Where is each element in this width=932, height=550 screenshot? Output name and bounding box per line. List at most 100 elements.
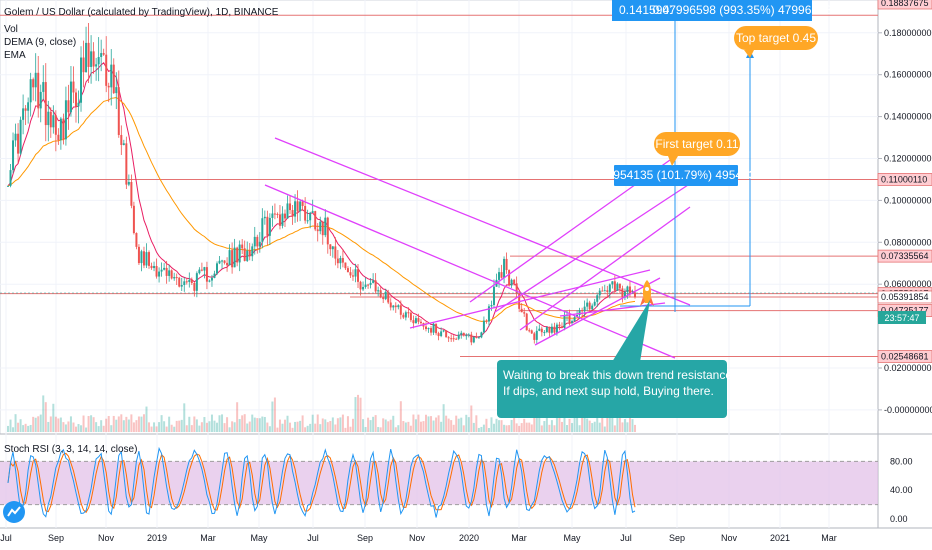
time-tick-label: Sep	[669, 533, 685, 543]
volume-bar	[120, 414, 123, 432]
volume-bar	[178, 420, 181, 432]
candle-body	[125, 143, 128, 185]
volume-bar	[107, 416, 110, 432]
note-line-2: If dips, and next sup hold, Buying there…	[503, 384, 714, 398]
candle-body	[367, 284, 370, 286]
candle-body	[115, 87, 118, 94]
volume-bar	[299, 420, 302, 432]
candle-body	[296, 201, 299, 212]
candle-body	[455, 338, 458, 340]
candle-body	[261, 218, 264, 242]
candle-body	[472, 336, 475, 343]
volume-bar	[538, 416, 541, 432]
volume-bar	[243, 414, 246, 432]
candle-body	[470, 334, 473, 343]
volume-bar	[331, 417, 334, 432]
volume-bar	[132, 422, 135, 432]
vertical-gridlines	[5, 0, 830, 528]
time-tick-label: May	[250, 533, 268, 543]
time-scale[interactable]: Jul Sep Nov 2019 Mar May Jul Sep Nov 2020 Mar May Ju…	[0, 533, 837, 543]
candle-body	[480, 332, 483, 338]
tradingview-logo[interactable]	[3, 501, 25, 523]
candle-body	[543, 332, 546, 334]
volume-bar	[170, 424, 173, 432]
volume-bar	[246, 423, 249, 432]
candle-body	[110, 64, 113, 88]
candles[interactable]	[7, 23, 636, 346]
volume-bar	[228, 427, 231, 432]
candle-body	[586, 302, 589, 307]
candle-body	[588, 302, 591, 310]
top-target-callout[interactable]: Top target 0.45	[734, 26, 818, 58]
countdown-badge: 23:57:47	[878, 311, 926, 324]
candle-body	[183, 281, 186, 286]
volume-bar	[135, 420, 138, 432]
candle-body	[387, 291, 390, 303]
volume-bar	[125, 416, 128, 432]
measure-box-1[interactable]: 0.04954135 (101.79%) 4954135	[590, 165, 762, 186]
volume-bar	[475, 415, 478, 432]
candle-body	[634, 292, 636, 298]
candle-body	[198, 269, 201, 274]
downtrend-resistance-lower[interactable]	[264, 184, 676, 359]
candle-body	[165, 267, 168, 276]
volume-bar	[631, 419, 634, 432]
candle-body	[301, 201, 304, 206]
volume-bar	[628, 415, 631, 432]
candle-body	[331, 246, 334, 250]
rsi-tick-label: 0.00	[890, 514, 908, 524]
volume-bar	[258, 418, 261, 432]
channel-line-2[interactable]	[494, 184, 689, 313]
candle-body	[132, 205, 135, 234]
first-target-callout[interactable]: First target 0.11	[654, 132, 740, 166]
measure-box-3[interactable]: 0.47996598 (993.35%) 47996598	[653, 0, 832, 21]
volume-bar	[603, 426, 606, 432]
horizontal-gridlines	[0, 32, 878, 411]
volume-bar	[32, 416, 35, 432]
volume-bar	[402, 421, 405, 432]
candle-body	[27, 102, 30, 111]
candle-body	[72, 81, 75, 93]
volume-bar	[417, 414, 420, 432]
volume-bar	[414, 419, 417, 432]
volume-bar	[286, 415, 289, 432]
volume-bar	[588, 420, 591, 432]
volume-bar	[367, 417, 370, 432]
volume-bar	[110, 425, 113, 432]
price-scale[interactable]: 0.18000000 0.16000000 0.14000000 0.12000000…	[878, 28, 932, 415]
moving-averages	[7, 62, 636, 338]
channel-line-3[interactable]	[519, 206, 691, 331]
volume-bar	[359, 397, 362, 432]
volume-bars	[7, 394, 636, 432]
support-line[interactable]	[409, 269, 651, 329]
candle-body	[583, 306, 586, 312]
time-tick-label: Sep	[48, 533, 64, 543]
note-callout[interactable]: Waiting to break this down trend resista…	[497, 300, 735, 418]
volume-bar	[137, 416, 140, 432]
volume-bar	[611, 416, 614, 432]
candle-body	[430, 328, 433, 333]
volume-bar	[77, 424, 80, 432]
volume-bar	[69, 416, 72, 432]
volume-bar	[80, 425, 83, 432]
candle-body	[374, 280, 377, 292]
volume-bar	[47, 421, 50, 432]
candle-body	[155, 266, 158, 277]
volume-bar	[523, 418, 526, 432]
volume-bar	[22, 425, 25, 432]
candle-body	[573, 317, 576, 322]
trend-drawings[interactable]	[0, 137, 878, 359]
candle-body	[210, 277, 213, 281]
candle-body	[598, 290, 601, 296]
volume-bar	[548, 424, 551, 432]
candle-body	[12, 140, 15, 171]
volume-bar	[560, 421, 563, 432]
candle-body	[135, 233, 138, 247]
volume-bar	[563, 415, 566, 432]
volume-bar	[218, 415, 221, 432]
volume-bar	[346, 416, 349, 432]
candle-body	[623, 291, 626, 298]
volume-bar	[634, 424, 636, 432]
candle-body	[341, 258, 344, 263]
